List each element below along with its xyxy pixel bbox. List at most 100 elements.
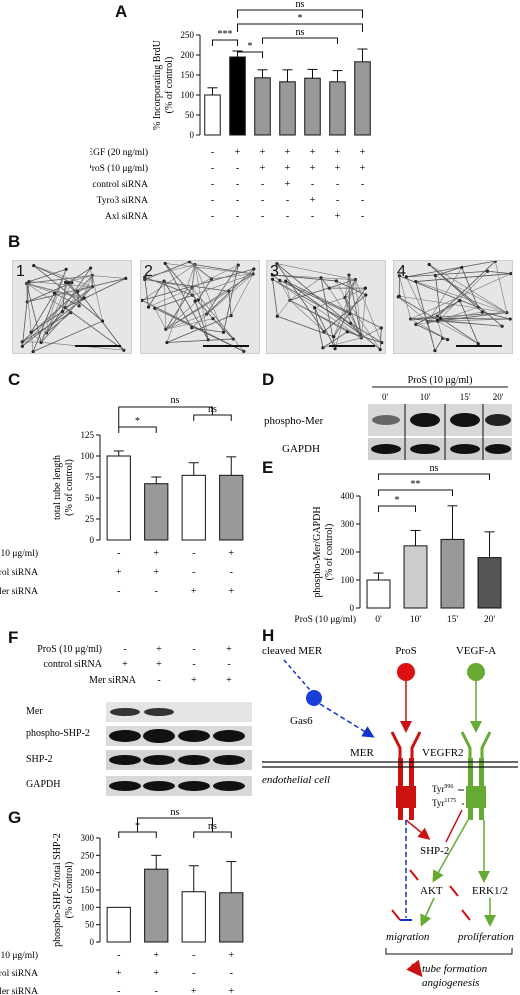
condition-sign: + — [191, 586, 197, 597]
cell-node — [379, 326, 383, 330]
tube-segment — [344, 297, 381, 350]
cell-node — [205, 312, 209, 316]
blot-d-header: ProS (10 μg/ml) — [408, 375, 473, 386]
tube-segment — [194, 300, 209, 340]
tube-segment — [166, 264, 196, 343]
condition-label: ProS (10 μg/ml) — [90, 163, 148, 174]
y-axis-title-line: % Incorporating BrdU — [152, 39, 163, 130]
chart-g: 0 50 100 150 200 250 300 phospho-SHP-2/total SH… — [0, 808, 244, 995]
tube-segment — [440, 317, 511, 320]
cell-node — [364, 293, 368, 297]
blot-f-band — [178, 755, 210, 765]
y-tick-label: 0 — [190, 130, 195, 140]
blot-d-time: 20' — [493, 392, 504, 402]
diag-mer-label: MER — [350, 747, 375, 759]
condition-sign: - — [361, 195, 364, 206]
tube-segment — [285, 280, 382, 329]
tube-segment — [347, 331, 382, 343]
bar — [144, 868, 169, 943]
condition-sign: - — [155, 986, 158, 995]
y-tick-label: 200 — [81, 868, 95, 878]
diag-cleave-arrow — [283, 659, 311, 691]
tube-segment — [144, 261, 190, 280]
cell-node — [27, 279, 31, 284]
cell-node — [414, 279, 418, 284]
bar — [181, 474, 206, 541]
diag-angio-label: angiogenesis — [422, 977, 479, 989]
blot-f-sign: - — [192, 659, 195, 670]
tube-segment — [276, 263, 325, 332]
tube-segment — [333, 279, 356, 337]
chart-a: 0 50 100 150 200 250 % Incorporating BrdU (% of… — [90, 0, 371, 222]
pros-icon — [397, 663, 415, 681]
y-tick-label: 150 — [181, 70, 195, 80]
cell-node — [39, 340, 43, 344]
blot-d-band — [450, 413, 480, 427]
condition-sign: + — [285, 163, 291, 174]
tube-segment — [144, 277, 149, 308]
significance-label: ns — [296, 27, 305, 38]
condition-sign: - — [336, 195, 339, 206]
diag-cleaved-mer: cleaved MER — [262, 645, 323, 657]
diag-tyr996: Tyr996 — [432, 784, 453, 794]
tube-segment — [323, 294, 367, 332]
tube-segment — [410, 318, 448, 340]
tube-segment — [189, 261, 212, 280]
cell-node — [163, 261, 167, 266]
blot-f-band — [178, 730, 210, 742]
tube-segment — [336, 280, 346, 298]
condition-sign: - — [211, 163, 214, 174]
significance-bracket — [193, 414, 232, 421]
tube-segment — [437, 261, 496, 317]
cell-node — [427, 262, 431, 267]
y-tick-label: 300 — [341, 519, 355, 529]
condition-sign: + — [310, 195, 316, 206]
y-tick-label: 150 — [81, 885, 95, 895]
tube-segment — [46, 275, 93, 334]
condition-sign: - — [311, 211, 314, 222]
condition-sign: - — [286, 195, 289, 206]
condition-sign: - — [230, 968, 233, 979]
cell-node — [345, 330, 349, 334]
condition-sign: + — [116, 567, 122, 578]
tube-segment — [30, 331, 42, 343]
micrograph-2: 2 — [140, 260, 260, 354]
tube-segment — [437, 321, 443, 339]
tube-segment — [27, 278, 126, 303]
cell-node — [229, 313, 233, 318]
blot-f-strip — [106, 702, 252, 722]
tube-segment — [65, 307, 125, 351]
condition-sign: + — [260, 163, 266, 174]
tube-segment — [154, 308, 167, 330]
condition-sign: - — [286, 211, 289, 222]
condition-sign: + — [153, 567, 159, 578]
condition-label: ProS (10 μg/ml) — [0, 950, 38, 961]
tube-segment — [459, 300, 479, 344]
tube-segment — [344, 287, 366, 298]
tube-segment — [285, 281, 291, 301]
mer-receptor-top — [390, 731, 422, 758]
diag-tyr1175: Tyr1175 — [432, 798, 456, 808]
condition-sign: - — [211, 179, 214, 190]
tube-segment — [166, 338, 234, 343]
blot-f-band — [144, 708, 174, 716]
x-tick-label: 0' — [375, 615, 382, 625]
condition-sign: + — [360, 163, 366, 174]
tube-segment — [427, 300, 461, 323]
blot-f-sign: + — [156, 644, 162, 655]
tube-segment — [415, 281, 436, 351]
tube-segment — [427, 321, 436, 351]
micrograph-label: 1 — [16, 263, 25, 280]
diag-endothelial-label: endothelial cell — [262, 774, 330, 786]
bar — [229, 56, 246, 136]
blot-f-sign: - — [192, 644, 195, 655]
tube-segment — [410, 318, 441, 320]
y-axis-title-line: (% of control) — [324, 524, 335, 581]
tube-segment — [22, 275, 93, 347]
tube-segment — [40, 286, 93, 343]
bar — [204, 94, 221, 136]
condition-sign: + — [153, 950, 159, 961]
blot-d-band — [410, 413, 440, 427]
tube-segment — [92, 275, 126, 279]
cell-node — [124, 276, 128, 281]
